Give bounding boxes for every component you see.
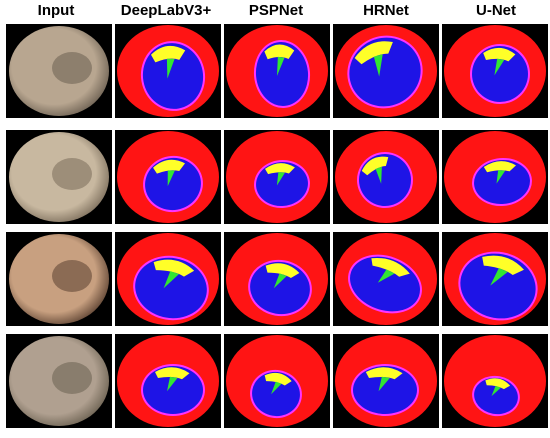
segmentation-mask bbox=[115, 334, 221, 428]
header-deeplab: DeepLabV3+ bbox=[120, 2, 212, 19]
yellow-region bbox=[264, 44, 295, 60]
tile-pspnet-row-4 bbox=[224, 334, 330, 428]
header-input: Input bbox=[37, 2, 75, 19]
green-region bbox=[490, 268, 508, 286]
green-region bbox=[276, 172, 285, 186]
otoscope-image bbox=[6, 232, 112, 326]
tympanic-membrane-mask bbox=[348, 254, 422, 314]
segmentation-mask bbox=[224, 130, 330, 224]
yellow-region bbox=[361, 156, 389, 176]
tile-hrnet-row-1 bbox=[333, 24, 439, 118]
segmentation-mask bbox=[333, 232, 439, 326]
segmentation-mask bbox=[333, 334, 439, 428]
tympanic-membrane-mask bbox=[357, 152, 413, 208]
eardrum-region bbox=[52, 260, 92, 292]
segmentation-mask bbox=[115, 130, 221, 224]
tile-pspnet-row-2 bbox=[224, 130, 330, 224]
tympanic-membrane-mask bbox=[141, 364, 205, 416]
tympanic-membrane-mask bbox=[351, 364, 419, 416]
segmentation-mask bbox=[224, 334, 330, 428]
green-region bbox=[273, 273, 287, 289]
tympanic-membrane-mask bbox=[143, 155, 203, 213]
yellow-region bbox=[150, 45, 186, 63]
header-hrnet: HRNet bbox=[363, 2, 409, 19]
otoscope-image bbox=[6, 24, 112, 118]
segmentation-mask bbox=[333, 24, 439, 118]
yellow-region bbox=[265, 163, 295, 175]
segmentation-mask bbox=[442, 130, 548, 224]
yellow-region bbox=[153, 259, 195, 277]
yellow-region bbox=[354, 41, 393, 65]
yellow-region bbox=[264, 372, 292, 386]
tile-pspnet-row-3 bbox=[224, 232, 330, 326]
green-region bbox=[167, 376, 178, 392]
segmentation-mask bbox=[442, 232, 548, 326]
tile-hrnet-row-4 bbox=[333, 334, 439, 428]
yellow-region bbox=[482, 255, 524, 276]
eardrum-region bbox=[52, 158, 92, 190]
yellow-region bbox=[153, 159, 186, 174]
green-region bbox=[375, 166, 382, 184]
header-unet: U-Net bbox=[476, 2, 516, 19]
tile-input-row-3 bbox=[6, 232, 112, 326]
tympanic-membrane-mask bbox=[458, 251, 538, 321]
tile-deeplab-row-3 bbox=[115, 232, 221, 326]
tympanic-membrane-mask bbox=[347, 35, 423, 109]
tile-unet-row-2 bbox=[442, 130, 548, 224]
segmentation-mask bbox=[224, 232, 330, 326]
green-region bbox=[276, 56, 285, 77]
tympanic-membrane-mask bbox=[253, 40, 311, 108]
tile-pspnet-row-1 bbox=[224, 24, 330, 118]
green-region bbox=[378, 376, 390, 392]
tile-unet-row-1 bbox=[442, 24, 548, 118]
tympanic-membrane-mask bbox=[472, 375, 520, 417]
tympanic-membrane-mask bbox=[254, 159, 310, 209]
segmentation-mask bbox=[333, 130, 439, 224]
green-region bbox=[271, 381, 282, 395]
tile-unet-row-4 bbox=[442, 334, 548, 428]
tile-input-row-1 bbox=[6, 24, 112, 118]
segmentation-mask bbox=[224, 24, 330, 118]
tympanic-membrane-mask bbox=[140, 41, 206, 111]
green-region bbox=[494, 58, 505, 76]
tympanic-membrane-mask bbox=[470, 44, 530, 104]
tympanic-membrane-mask bbox=[472, 157, 532, 207]
tile-hrnet-row-2 bbox=[333, 130, 439, 224]
green-region bbox=[491, 385, 501, 397]
tile-deeplab-row-2 bbox=[115, 130, 221, 224]
yellow-region bbox=[371, 257, 410, 277]
segmentation-mask bbox=[115, 232, 221, 326]
segmentation-mask bbox=[115, 24, 221, 118]
yellow-region bbox=[265, 263, 300, 279]
yellow-region bbox=[483, 161, 516, 173]
segmentation-mask bbox=[442, 334, 548, 428]
tile-unet-row-3 bbox=[442, 232, 548, 326]
tile-hrnet-row-3 bbox=[333, 232, 439, 326]
eardrum-region bbox=[52, 362, 92, 394]
tile-deeplab-row-4 bbox=[115, 334, 221, 428]
yellow-region bbox=[365, 367, 403, 380]
tile-input-row-2 bbox=[6, 130, 112, 224]
green-region bbox=[167, 170, 175, 187]
tympanic-membrane-mask bbox=[248, 259, 312, 317]
green-region bbox=[373, 54, 383, 77]
tympanic-membrane-mask bbox=[133, 255, 209, 321]
green-region bbox=[166, 58, 175, 79]
eardrum-region bbox=[52, 52, 92, 84]
yellow-region bbox=[483, 47, 516, 62]
header-pspnet: PSPNet bbox=[248, 2, 304, 19]
otoscope-image bbox=[6, 130, 112, 224]
green-region bbox=[496, 170, 506, 184]
green-region bbox=[377, 269, 395, 283]
tile-deeplab-row-1 bbox=[115, 24, 221, 118]
tile-input-row-4 bbox=[6, 334, 112, 428]
green-region bbox=[163, 271, 179, 289]
otoscope-image bbox=[6, 334, 112, 428]
segmentation-mask bbox=[442, 24, 548, 118]
yellow-region bbox=[155, 367, 190, 380]
yellow-region bbox=[485, 378, 511, 390]
tympanic-membrane-mask bbox=[250, 369, 302, 419]
